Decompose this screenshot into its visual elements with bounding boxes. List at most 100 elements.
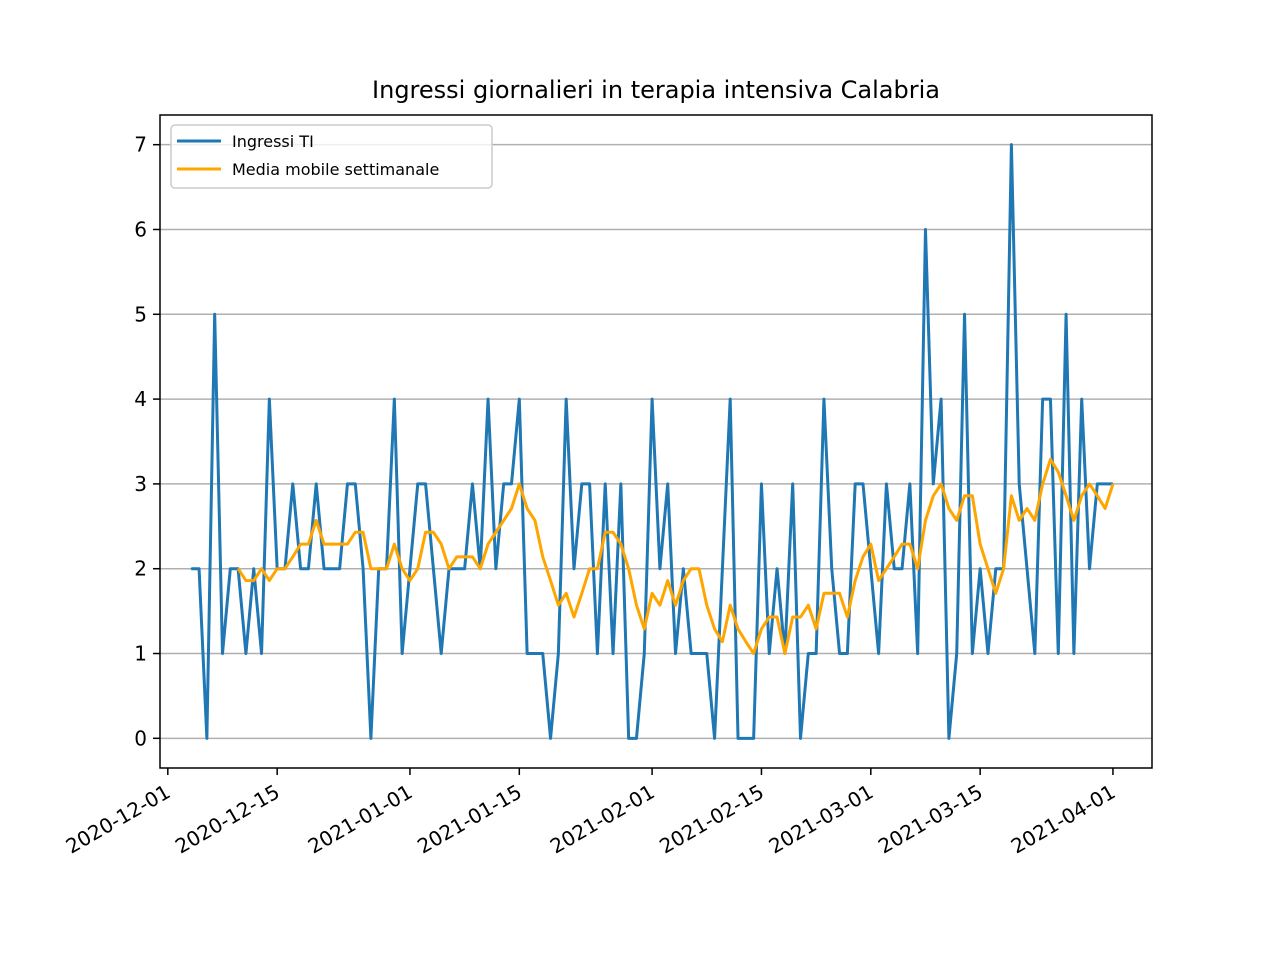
data-point-1 [745, 641, 747, 643]
data-point-1 [518, 483, 520, 485]
chart-title: Ingressi giornalieri in terapia intensiv… [372, 76, 940, 104]
data-point-1 [635, 604, 638, 606]
y-axis: 0 1 2 3 4 5 6 7 [134, 133, 160, 750]
data-point-1 [721, 641, 723, 643]
data-point-0 [1057, 652, 1059, 655]
data-point-1 [870, 543, 872, 545]
data-point-0 [854, 483, 856, 485]
data-point-1 [815, 628, 817, 630]
data-point-1 [1049, 458, 1052, 460]
data-point-1 [628, 568, 630, 570]
y-tick-label: 1 [134, 642, 147, 666]
data-point-0 [870, 568, 872, 570]
data-point-0 [323, 568, 325, 570]
data-point-1 [432, 531, 434, 533]
data-point-0 [713, 737, 716, 739]
data-point-1 [456, 556, 458, 558]
data-point-0 [354, 483, 356, 485]
data-point-1 [690, 568, 692, 570]
data-point-1 [924, 519, 927, 521]
data-point-1 [417, 568, 419, 570]
data-point-1 [932, 495, 934, 497]
data-point-0 [1010, 144, 1013, 146]
data-point-0 [823, 398, 825, 400]
data-point-0 [487, 398, 489, 400]
data-point-1 [284, 568, 286, 570]
data-point-0 [393, 398, 395, 400]
data-point-0 [682, 568, 684, 570]
data-point-1 [1073, 519, 1075, 521]
data-point-1 [979, 543, 981, 545]
data-point-1 [315, 519, 317, 521]
data-point-1 [823, 592, 825, 594]
data-point-0 [456, 568, 458, 570]
data-point-0 [518, 398, 520, 400]
data-point-0 [432, 568, 434, 570]
data-point-1 [737, 628, 739, 630]
data-point-0 [721, 568, 723, 570]
data-point-0 [807, 652, 809, 655]
data-point-0 [932, 483, 934, 485]
data-point-1 [956, 519, 958, 521]
data-point-1 [831, 592, 833, 594]
data-point-1 [1034, 519, 1036, 521]
data-point-0 [909, 483, 911, 485]
data-point-1 [659, 604, 661, 606]
data-point-0 [1104, 483, 1106, 485]
data-point-1 [409, 579, 411, 582]
data-point-1 [323, 543, 325, 545]
data-point-1 [948, 507, 950, 510]
data-point-0 [510, 483, 513, 485]
data-point-0 [956, 652, 958, 655]
data-point-1 [604, 531, 606, 533]
data-point-0 [917, 652, 919, 655]
data-point-1 [612, 531, 614, 533]
data-point-1 [268, 579, 270, 582]
data-point-1 [307, 543, 310, 545]
data-point-0 [1026, 568, 1028, 570]
data-point-1 [760, 628, 763, 630]
data-point-0 [1034, 652, 1036, 655]
data-point-0 [221, 652, 224, 655]
data-point-1 [292, 556, 294, 558]
data-point-1 [667, 579, 669, 582]
data-point-0 [768, 652, 770, 655]
data-point-0 [526, 652, 528, 655]
data-point-0 [753, 737, 755, 739]
data-point-0 [534, 652, 536, 655]
data-point-0 [581, 483, 583, 485]
data-point-0 [628, 737, 630, 739]
data-point-1 [526, 507, 528, 510]
data-point-0 [245, 652, 247, 655]
data-point-0 [549, 737, 552, 739]
data-point-1 [838, 592, 841, 594]
data-point-0 [409, 568, 411, 570]
data-point-0 [268, 398, 270, 400]
data-point-1 [510, 507, 513, 510]
data-point-1 [807, 604, 809, 606]
data-point-1 [464, 556, 466, 558]
data-point-0 [948, 737, 950, 739]
data-point-1 [549, 579, 552, 582]
data-point-0 [885, 483, 888, 485]
data-point-0 [1049, 398, 1052, 400]
data-point-1 [354, 531, 356, 533]
data-point-0 [659, 568, 661, 570]
data-point-1 [542, 556, 544, 558]
data-point-0 [995, 568, 997, 570]
data-point-0 [901, 568, 903, 570]
data-point-0 [440, 652, 442, 655]
data-point-0 [557, 652, 559, 655]
data-point-0 [838, 652, 841, 655]
data-point-1 [378, 568, 380, 570]
data-point-0 [346, 483, 349, 485]
data-point-0 [589, 483, 591, 485]
data-point-1 [424, 531, 427, 533]
data-point-1 [573, 616, 575, 618]
data-point-0 [1073, 652, 1075, 655]
data-point-1 [940, 483, 942, 485]
data-point-1 [479, 568, 481, 570]
data-point-0 [331, 568, 333, 570]
data-point-0 [362, 568, 364, 570]
